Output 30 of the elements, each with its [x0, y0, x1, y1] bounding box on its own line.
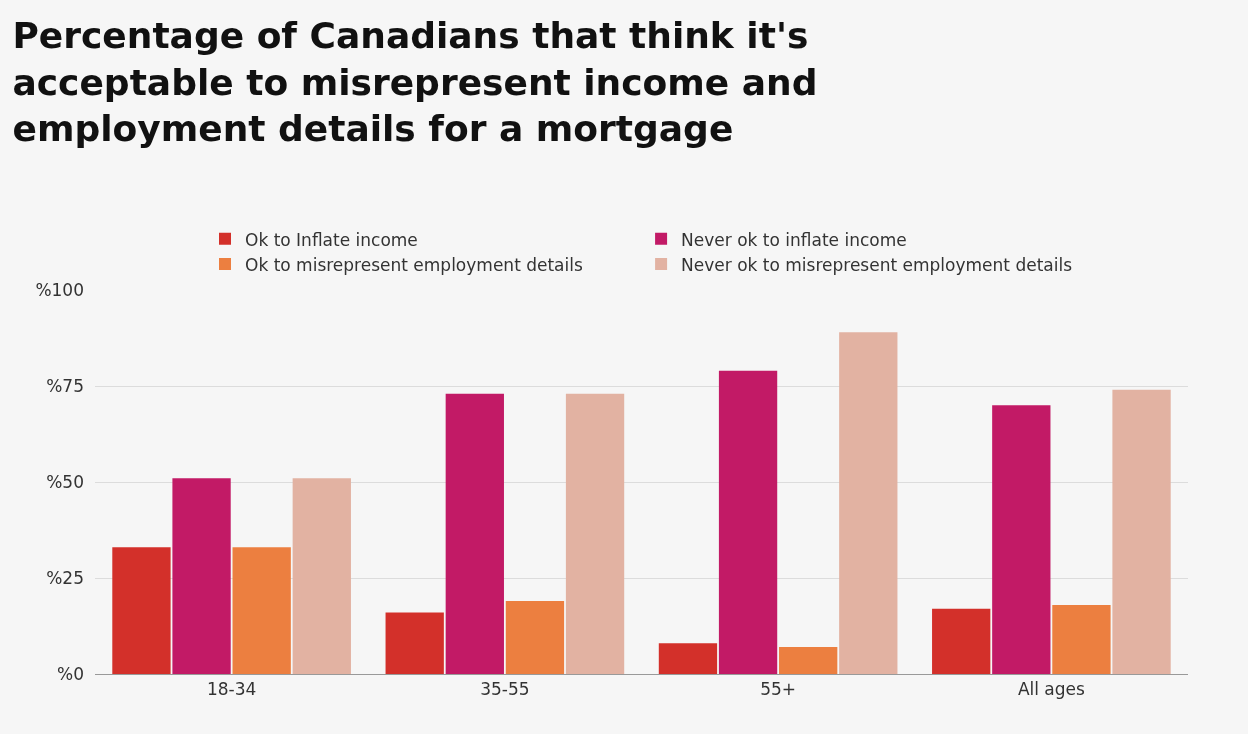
bar — [232, 547, 291, 674]
legend-label: Never ok to misrepresent employment details — [681, 254, 1073, 275]
x-tick-label: 55+ — [760, 679, 797, 700]
bar — [779, 647, 838, 674]
legend-label: Never ok to inflate income — [681, 229, 907, 250]
bar — [112, 547, 171, 674]
bar — [292, 478, 351, 674]
bar — [658, 643, 718, 674]
y-tick-label: %75 — [46, 375, 84, 396]
y-tick-label: %50 — [46, 471, 84, 492]
legend-label: Ok to misrepresent employment details — [245, 254, 583, 275]
bar — [932, 608, 991, 674]
y-tick-label: %100 — [35, 279, 84, 300]
y-tick-label: %25 — [46, 567, 84, 588]
bar — [839, 332, 898, 674]
chart-title: Percentage of Canadians that think it's acceptable to misrepresent income and employment details for a mortgage — [12, 14, 818, 150]
x-tick-label: All ages — [1017, 679, 1086, 700]
x-tick-label: 35-55 — [480, 679, 530, 700]
bar — [385, 612, 444, 674]
bar — [445, 393, 504, 674]
bar — [565, 393, 625, 674]
bar — [718, 370, 778, 674]
bar — [172, 478, 231, 674]
y-tick-label: %0 — [57, 663, 84, 684]
bar — [1052, 604, 1111, 674]
bar — [1112, 389, 1171, 674]
x-tick-label: 18-34 — [206, 679, 257, 700]
legend-label: Ok to Inflate income — [245, 229, 418, 250]
bar — [505, 601, 565, 674]
bar — [992, 405, 1051, 674]
